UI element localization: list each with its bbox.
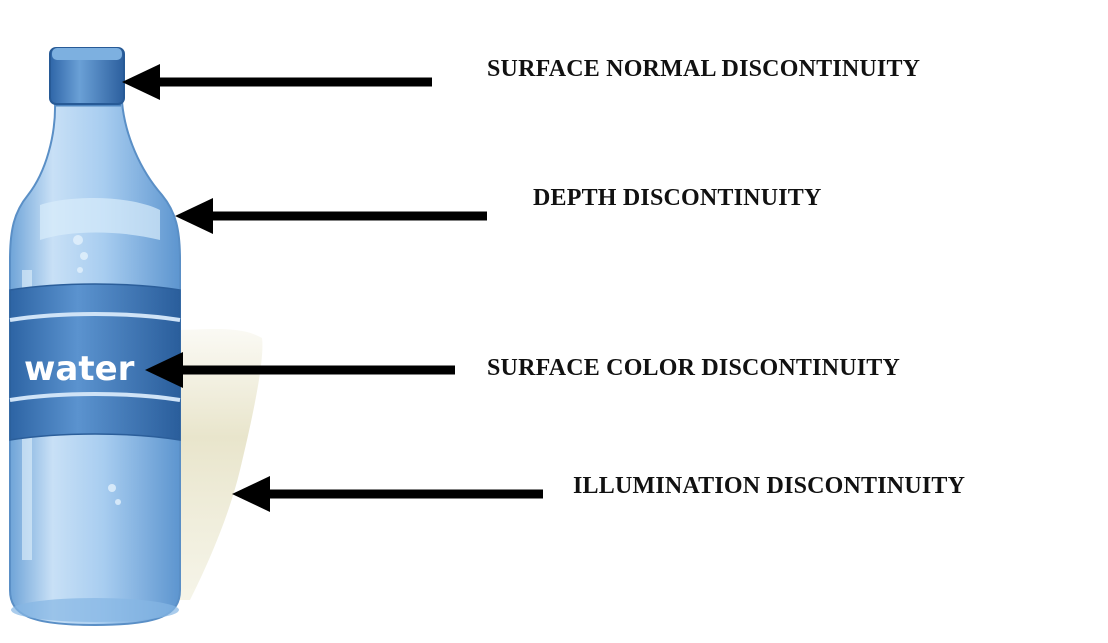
arrow-surface-normal	[122, 64, 432, 100]
arrow-illumination	[232, 476, 543, 512]
cap-top	[52, 48, 122, 60]
arrow-depth	[175, 198, 487, 234]
label-surface-color-discontinuity: SURFACE COLOR DISCONTINUITY	[487, 355, 900, 382]
bottle-base	[11, 598, 179, 622]
label-depth-discontinuity: DEPTH DISCONTINUITY	[533, 185, 822, 212]
bottle-label-text: water	[24, 349, 135, 389]
label-surface-normal-discontinuity: SURFACE NORMAL DISCONTINUITY	[487, 56, 920, 83]
label-illumination-discontinuity: ILLUMINATION DISCONTINUITY	[573, 473, 965, 500]
